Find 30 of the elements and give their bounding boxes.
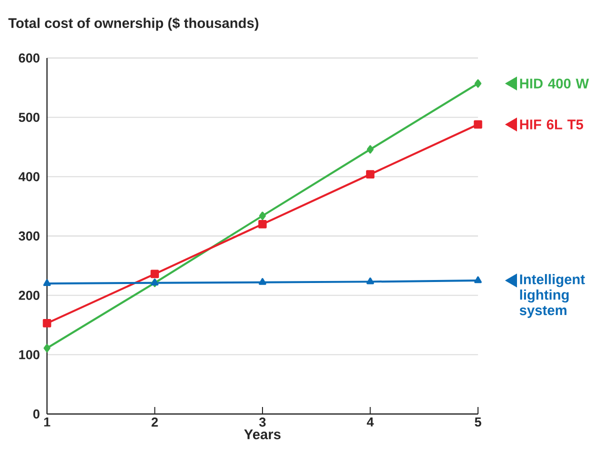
y-tick-label: 600 xyxy=(18,53,40,63)
y-tick-label: 200 xyxy=(18,290,40,300)
point xyxy=(258,220,267,228)
point xyxy=(42,319,52,328)
x-tick-label: 4 xyxy=(366,418,374,426)
y-tick-label: 100 xyxy=(19,350,40,360)
x-tick-label: 1 xyxy=(44,418,50,426)
y-tick-label: 300 xyxy=(18,231,40,241)
point xyxy=(43,279,51,286)
y-tick-label: 400 xyxy=(18,172,40,182)
x-tick-label: 5 xyxy=(474,418,482,427)
x-axis-title: Years xyxy=(244,430,281,440)
x-tick-label: 3 xyxy=(259,418,266,427)
point xyxy=(366,278,374,284)
y-tick-label: 0 xyxy=(33,409,40,419)
y-axis-title: Total cost of ownership ($ thousands) xyxy=(8,18,258,31)
x-tick-label: 2 xyxy=(152,418,158,427)
legend-label: HID 400 W xyxy=(520,78,589,88)
point xyxy=(474,79,482,88)
point xyxy=(44,344,50,352)
y-tick-label: 500 xyxy=(18,112,40,122)
point xyxy=(474,276,482,284)
legend-label: HIF 6L T5 xyxy=(520,120,584,130)
point xyxy=(258,278,266,285)
point xyxy=(366,170,374,178)
point xyxy=(474,120,482,129)
point xyxy=(150,270,159,278)
point xyxy=(366,145,374,154)
point xyxy=(259,212,266,220)
legend-label: Intelligent lighting system xyxy=(520,274,585,318)
